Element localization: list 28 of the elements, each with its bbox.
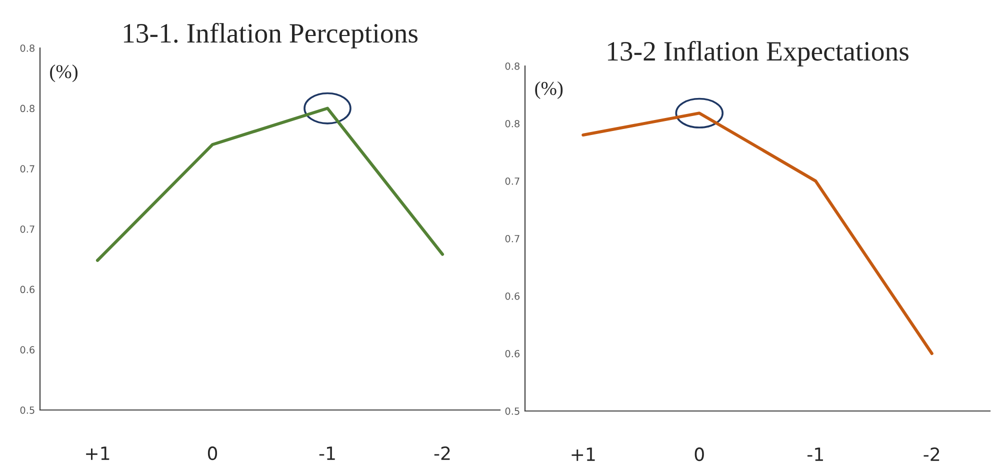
x-tick-label: +1 xyxy=(572,448,595,461)
y-tick-label: 0.6 xyxy=(505,350,520,358)
y-tick-label: 0.6 xyxy=(20,346,35,354)
y-tick-label: 0.8 xyxy=(505,120,520,128)
y-tick-label: 0.6 xyxy=(20,286,35,294)
line-series xyxy=(96,106,444,262)
y-tick-label: 0.7 xyxy=(20,225,34,233)
y-tick-label: 0.8 xyxy=(505,62,520,70)
x-tick-label: -2 xyxy=(434,446,450,460)
y-tick-label: 0.7 xyxy=(505,177,520,185)
y-tick-label: 0.8 xyxy=(20,44,34,52)
x-tick-label: +1 xyxy=(86,446,110,460)
line-series xyxy=(582,112,934,356)
y-axis-title: (%) xyxy=(50,64,78,82)
x-tick-label: -2 xyxy=(924,447,940,461)
x-tick-label: -1 xyxy=(808,448,823,461)
chart-title: 13-2 Inflation Expectations xyxy=(608,40,908,66)
y-tick-label: 0.7 xyxy=(20,165,34,172)
x-tick-label: -1 xyxy=(319,446,335,460)
y-tick-label: 0.8 xyxy=(20,104,34,112)
y-tick-label: 0.5 xyxy=(505,407,520,415)
y-tick-label: 0.6 xyxy=(505,292,520,300)
y-tick-label: 0.7 xyxy=(505,234,520,242)
x-tick-label: 0 xyxy=(208,446,218,460)
x-tick-label: 0 xyxy=(694,447,704,462)
y-axis-title: (%) xyxy=(535,81,563,99)
chart-title: 13-1. Inflation Perceptions xyxy=(124,22,418,48)
y-tick-label: 0.5 xyxy=(20,406,34,414)
